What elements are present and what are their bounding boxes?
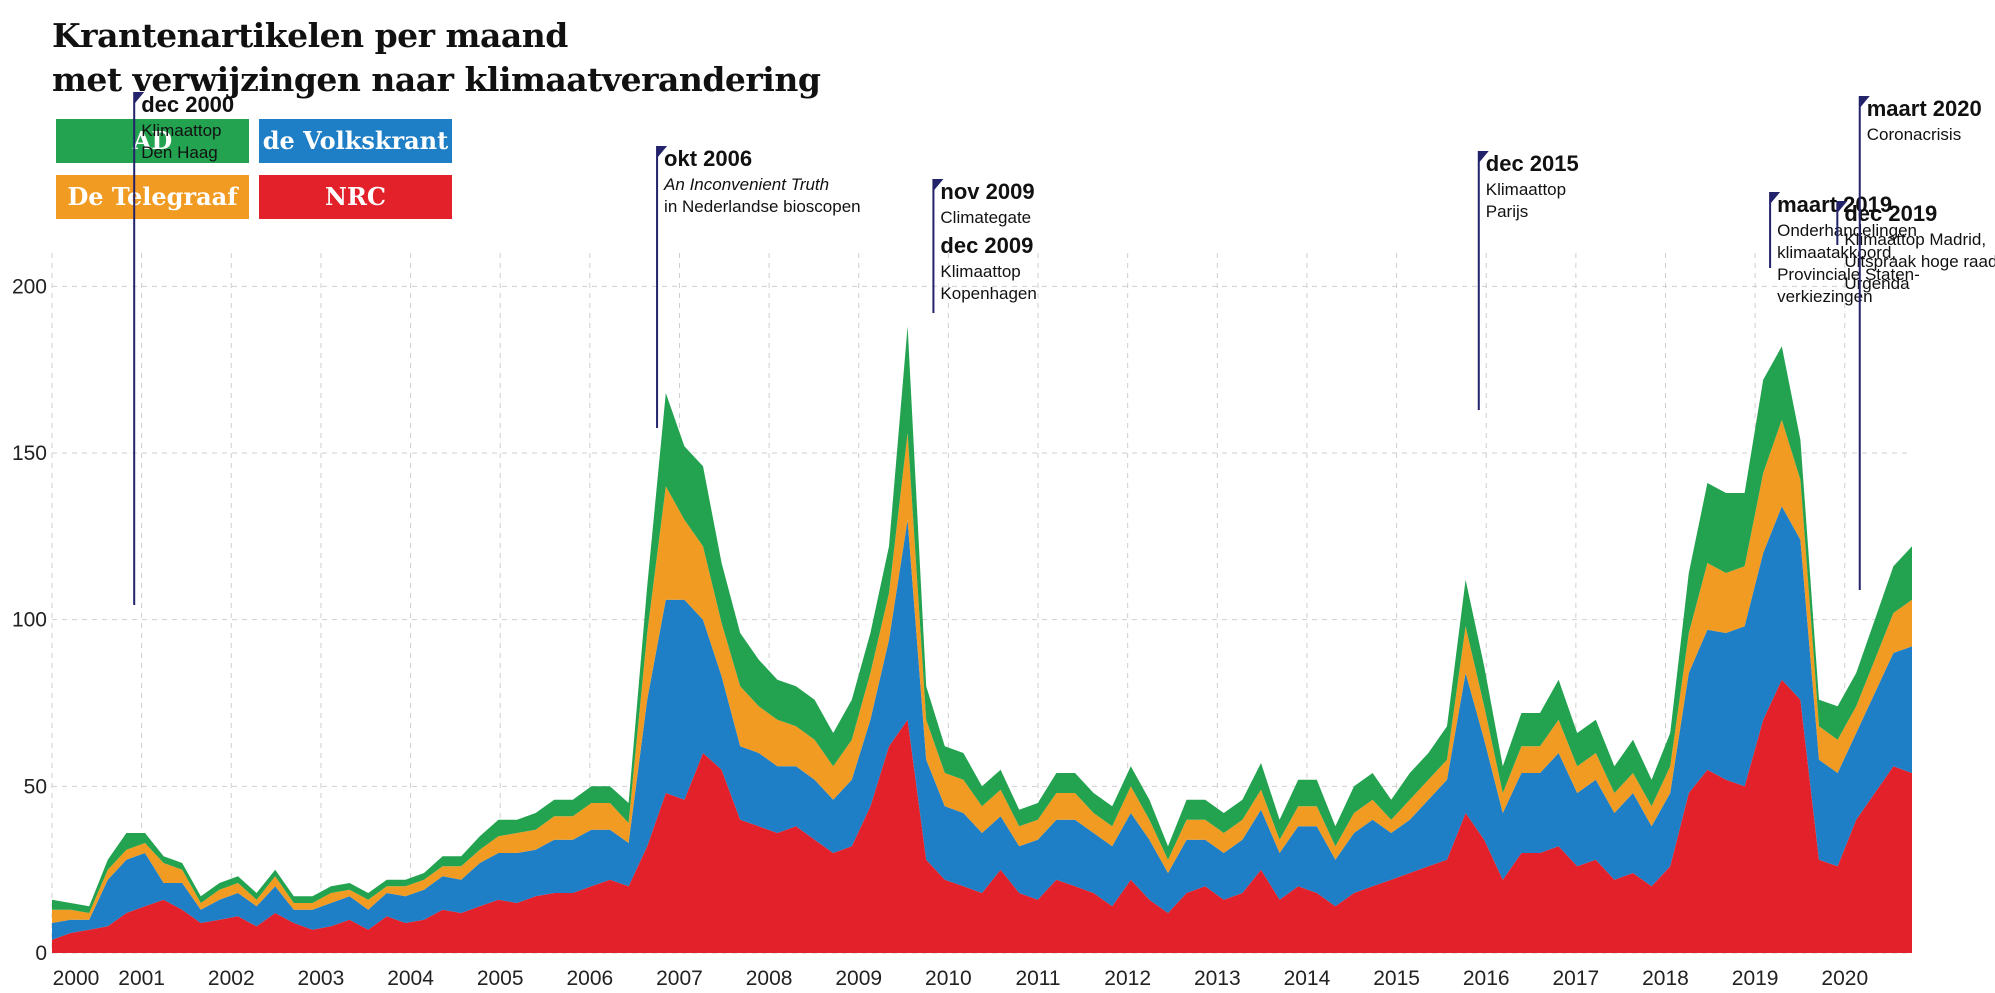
x-tick-label: 2017 xyxy=(1552,967,1599,990)
annotation-text: An Inconvenient Truth xyxy=(663,175,829,194)
y-tick-label: 100 xyxy=(12,609,47,632)
annotation-text: Klimaattop xyxy=(940,262,1020,281)
annotation-text: verkiezingen xyxy=(1777,287,1872,306)
annotation-text: in Nederlandse bioscopen xyxy=(664,197,861,216)
annotation-text: Urgenda xyxy=(1844,274,1910,293)
area-nrc xyxy=(52,679,1912,953)
legend-telegraaf: De Telegraaf xyxy=(56,175,249,219)
annotation-text: klimaatakkoord, xyxy=(1777,243,1896,262)
x-tick-label: 2005 xyxy=(477,967,524,990)
annotation-title: nov 2009 xyxy=(940,179,1034,204)
x-tick-label: 2015 xyxy=(1373,967,1420,990)
chart-title: Krantenartikelen per maand met verwijzing… xyxy=(52,14,821,102)
x-tick-label: 2012 xyxy=(1104,967,1151,990)
annotation-title: maart 2019 xyxy=(1777,192,1892,217)
x-tick-label: 2007 xyxy=(656,967,703,990)
annotation-title: okt 2006 xyxy=(664,146,752,171)
area-ad xyxy=(52,326,1912,913)
x-tick-label: 2008 xyxy=(746,967,793,990)
annotation-text: Coronacrisis xyxy=(1867,125,1961,144)
annotation-title: dec 2019 xyxy=(1844,201,1937,226)
annotation-title: dec 2000 xyxy=(141,92,234,117)
legend-nrc: NRC xyxy=(259,175,452,219)
area-de-telegraaf xyxy=(52,419,1912,923)
annotation-title: dec 2009 xyxy=(940,233,1033,258)
annotation-text: Klimaattop xyxy=(141,121,221,140)
annotation-text: Kopenhagen xyxy=(940,284,1036,303)
annotation-flag xyxy=(1770,192,1781,204)
annotation-flag xyxy=(1478,151,1489,163)
annotation-flag xyxy=(134,92,145,104)
legend-ad: AD xyxy=(56,119,249,163)
series-areas xyxy=(52,326,1912,953)
annotation-flag xyxy=(1859,96,1870,108)
x-tick-label: 2002 xyxy=(208,967,255,990)
x-tick-label: 2000 xyxy=(53,967,100,990)
annotation-title: maart 2020 xyxy=(1867,96,1982,121)
legend-volkskrant: de Volkskrant xyxy=(259,119,452,163)
y-axis-ticks: 0 50 100 150 200 xyxy=(12,275,47,965)
annotation-title: dec 2015 xyxy=(1486,151,1579,176)
y-tick-label: 50 xyxy=(24,775,47,798)
x-tick-label: 2003 xyxy=(298,967,345,990)
y-tick-label: 150 xyxy=(12,442,47,465)
annotation-text: Parijs xyxy=(1486,202,1529,221)
annotation-text: Den Haag xyxy=(141,143,218,162)
annotation-text: Klimaattop xyxy=(1486,180,1566,199)
annotation-text: Onderhandelingen xyxy=(1777,221,1917,240)
y-tick-label: 200 xyxy=(12,275,47,298)
annotations: dec 2000 Klimaattop Den Haag okt 2006 An Inc… xyxy=(133,92,1995,605)
x-tick-label: 2020 xyxy=(1821,967,1868,990)
area-de-volkskrant xyxy=(52,506,1912,940)
x-tick-label: 2019 xyxy=(1732,967,1779,990)
title-line-2: met verwijzingen naar klimaatverandering xyxy=(52,60,821,99)
x-tick-label: 2006 xyxy=(566,967,613,990)
x-tick-label: 2013 xyxy=(1194,967,1241,990)
x-tick-label: 2018 xyxy=(1642,967,1689,990)
x-tick-label: 2010 xyxy=(925,967,972,990)
annotation-flag xyxy=(933,179,944,191)
x-tick-label: 2004 xyxy=(387,967,434,990)
x-tick-label: 2011 xyxy=(1015,967,1060,990)
annotation-text: Klimaattop Madrid, xyxy=(1844,230,1986,249)
x-axis-ticks: 2000 2001 2002 2003 2004 2005 2006 2007 2008 2009… xyxy=(53,967,1868,990)
annotation-flag xyxy=(657,146,668,158)
x-tick-label: 2009 xyxy=(835,967,882,990)
x-tick-label: 2016 xyxy=(1463,967,1510,990)
annotation-text: Uitspraak hoge raad xyxy=(1844,252,1995,271)
x-tick-label: 2001 xyxy=(118,967,165,990)
title-line-1: Krantenartikelen per maand xyxy=(52,16,568,55)
annotation-text: Provinciale Staten- xyxy=(1777,265,1920,284)
annotation-flag xyxy=(1837,201,1848,213)
y-tick-label: 0 xyxy=(35,942,47,965)
x-tick-label: 2014 xyxy=(1284,967,1331,990)
annotation-text: Climategate xyxy=(940,208,1031,227)
